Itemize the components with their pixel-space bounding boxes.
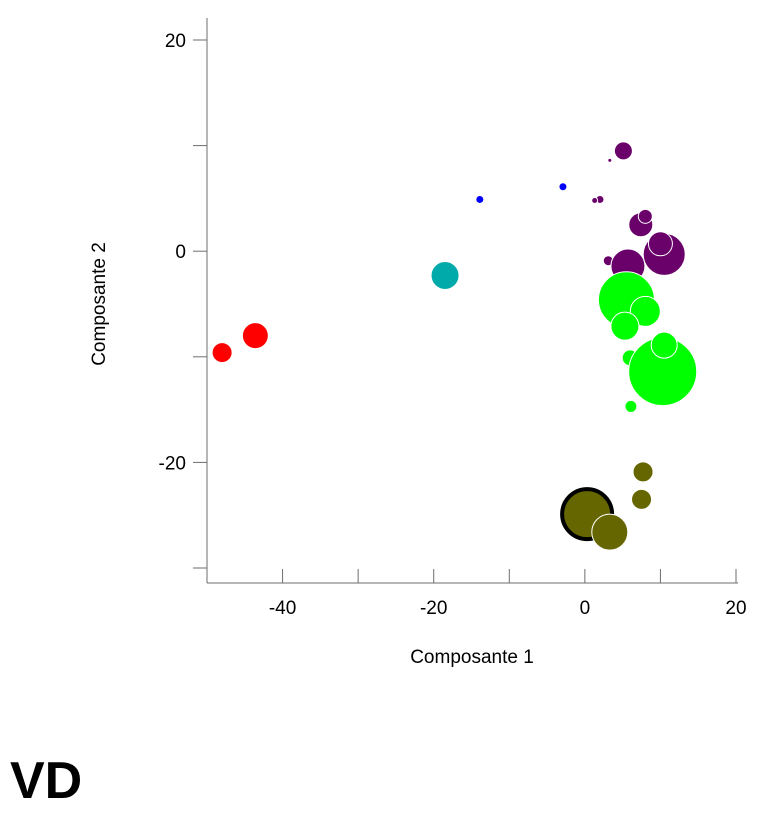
x-axis-title: Composante 1 <box>410 647 534 668</box>
data-point <box>629 295 661 327</box>
data-point <box>650 331 678 359</box>
x-ticks: -40 -20 0 20 <box>206 569 747 619</box>
data-point <box>241 322 269 350</box>
data-points <box>211 141 698 551</box>
data-point <box>607 157 613 163</box>
data-point <box>591 513 629 551</box>
y-axis-title: Composante 2 <box>89 242 110 366</box>
x-tick-label: -20 <box>420 598 447 619</box>
axes: -40 -20 0 20 20 0 -20 <box>159 18 747 619</box>
data-point <box>430 260 460 290</box>
data-point <box>558 182 568 192</box>
x-tick-label: 20 <box>725 598 746 619</box>
scatter-chart: -40 -20 0 20 20 0 -20 Composante 1 Composante… <box>89 18 747 668</box>
x-tick-label: 0 <box>580 598 591 619</box>
data-point <box>647 231 673 257</box>
data-point <box>591 197 599 205</box>
y-tick-label: 20 <box>165 31 186 52</box>
data-point <box>475 194 485 204</box>
data-point <box>637 208 653 224</box>
data-point <box>631 488 653 510</box>
data-point <box>624 399 638 413</box>
y-ticks: 20 0 -20 <box>159 31 207 569</box>
y-tick-label: -20 <box>159 453 186 474</box>
data-point <box>613 141 633 161</box>
x-tick-label: -40 <box>269 598 296 619</box>
caption-label: VD <box>10 752 83 810</box>
data-point <box>632 461 654 483</box>
y-tick-label: 0 <box>175 242 186 263</box>
data-point <box>211 342 233 364</box>
data-point <box>610 311 640 341</box>
